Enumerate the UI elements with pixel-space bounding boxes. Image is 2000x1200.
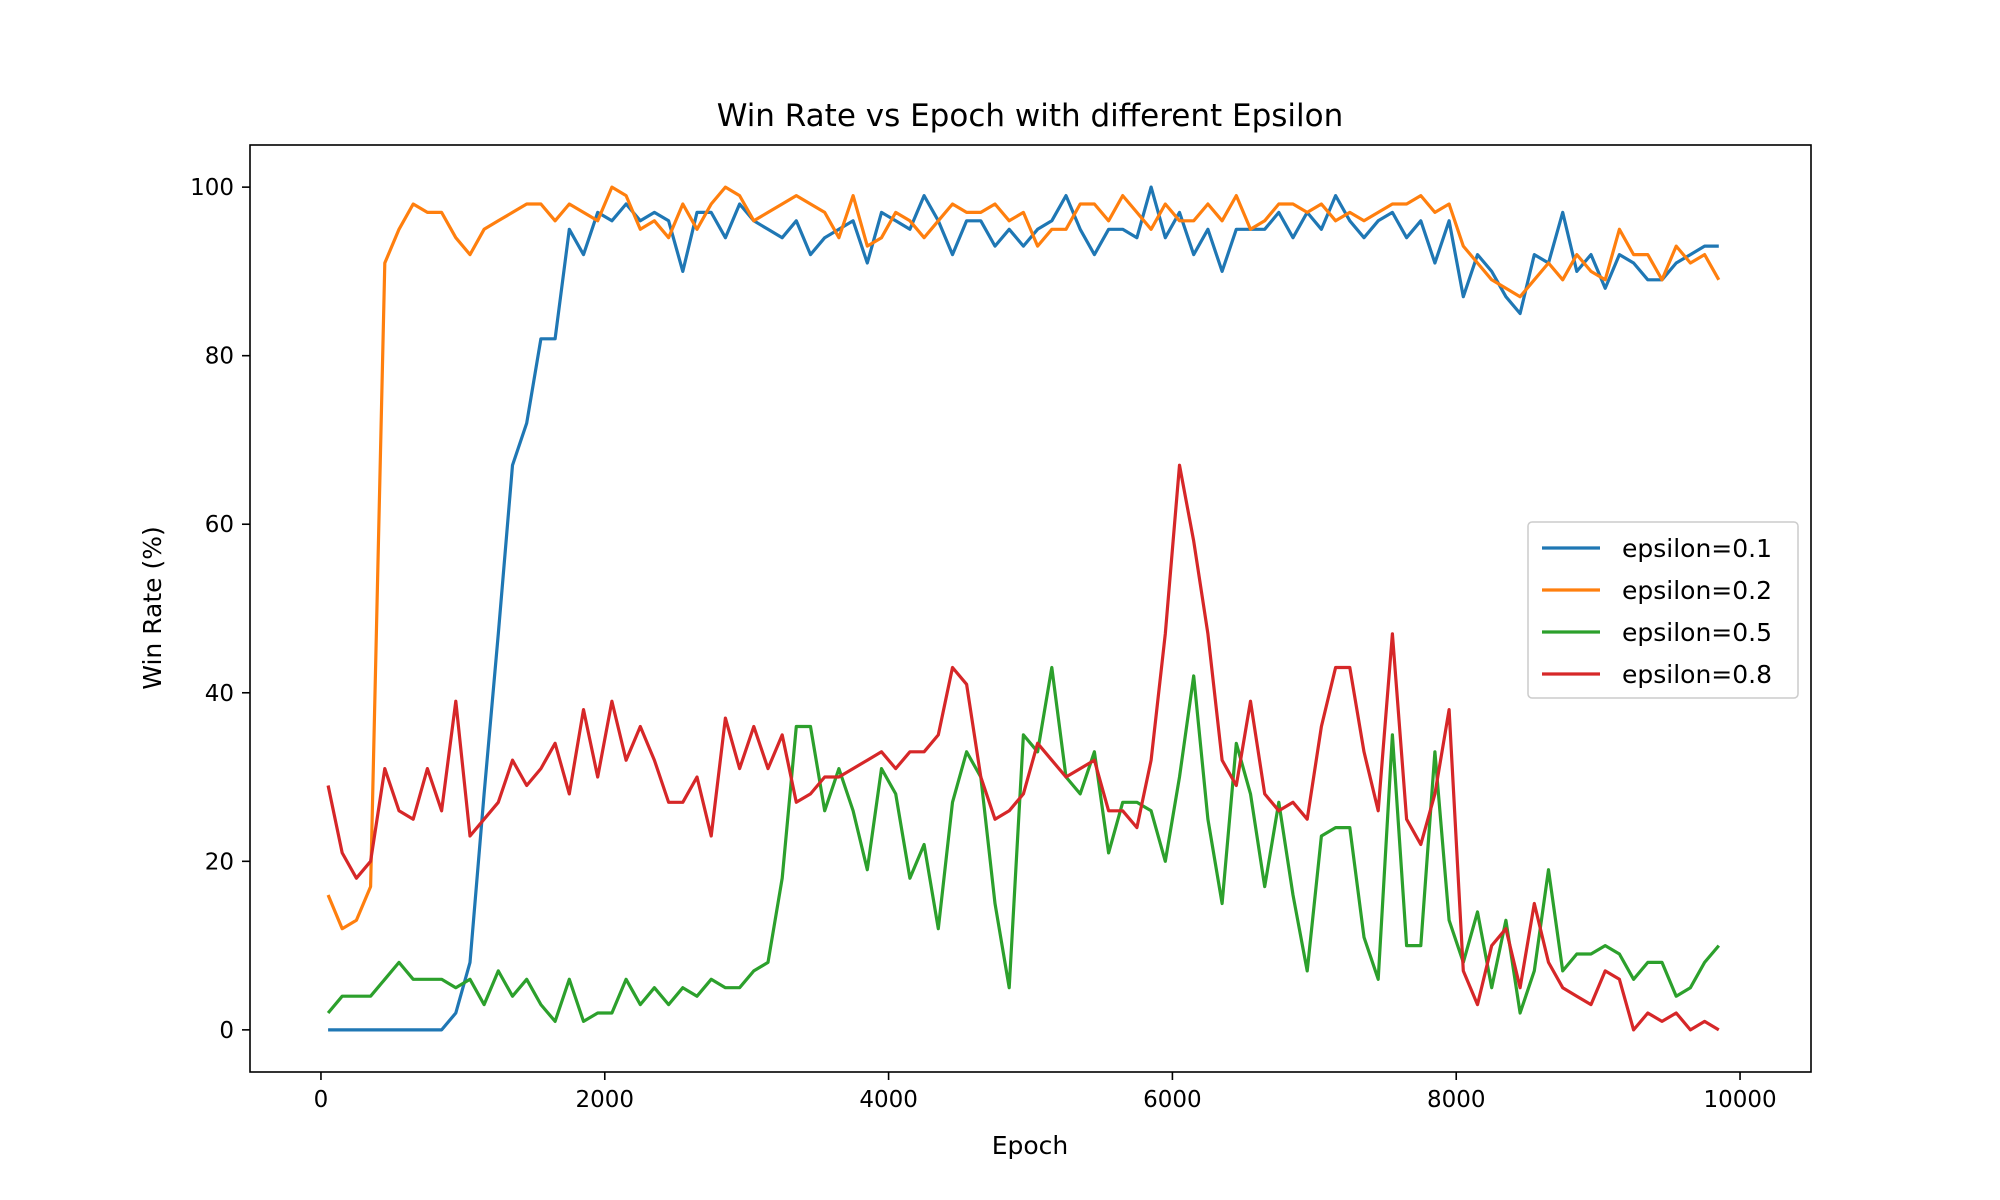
- y-tick-label: 100: [190, 175, 234, 201]
- y-axis-label: Win Rate (%): [138, 526, 167, 689]
- legend-box: [1527, 521, 1799, 699]
- y-axis: 0 20 40 60 80 100: [190, 175, 250, 1044]
- x-tick-label: 10000: [1703, 1087, 1776, 1113]
- y-tick-label: 40: [205, 681, 234, 707]
- series-line-4: [326, 463, 1720, 1032]
- legend-label-3: epsilon=0.5: [1622, 618, 1772, 647]
- series-line-1: [328, 185, 1719, 1032]
- x-tick-label: 4000: [859, 1087, 918, 1113]
- chart-title: Win Rate vs Epoch with different Epsilon: [717, 98, 1344, 134]
- legend-label-2: epsilon=0.2: [1622, 576, 1772, 605]
- x-tick-label: 0: [314, 1087, 329, 1113]
- y-tick-label: 20: [205, 849, 234, 875]
- x-tick-label: 2000: [575, 1087, 634, 1113]
- x-tick-label: 8000: [1427, 1087, 1486, 1113]
- plot-frame: [249, 144, 1812, 1073]
- series-layer: [326, 185, 1721, 1032]
- legend-label-1: epsilon=0.1: [1622, 534, 1772, 563]
- y-tick-label: 60: [205, 512, 234, 538]
- x-tick-label: 6000: [1143, 1087, 1202, 1113]
- legend-label-4: epsilon=0.8: [1622, 660, 1772, 689]
- y-tick-label: 0: [219, 1018, 234, 1044]
- y-tick-label: 80: [205, 344, 234, 370]
- series-line-2: [326, 185, 1721, 931]
- x-axis-label: Epoch: [992, 1131, 1069, 1160]
- legend: epsilon=0.1 epsilon=0.2 epsilon=0.5 epsilon…: [1527, 521, 1799, 699]
- x-axis: 0 2000 4000 6000 8000 10000: [314, 1072, 1777, 1113]
